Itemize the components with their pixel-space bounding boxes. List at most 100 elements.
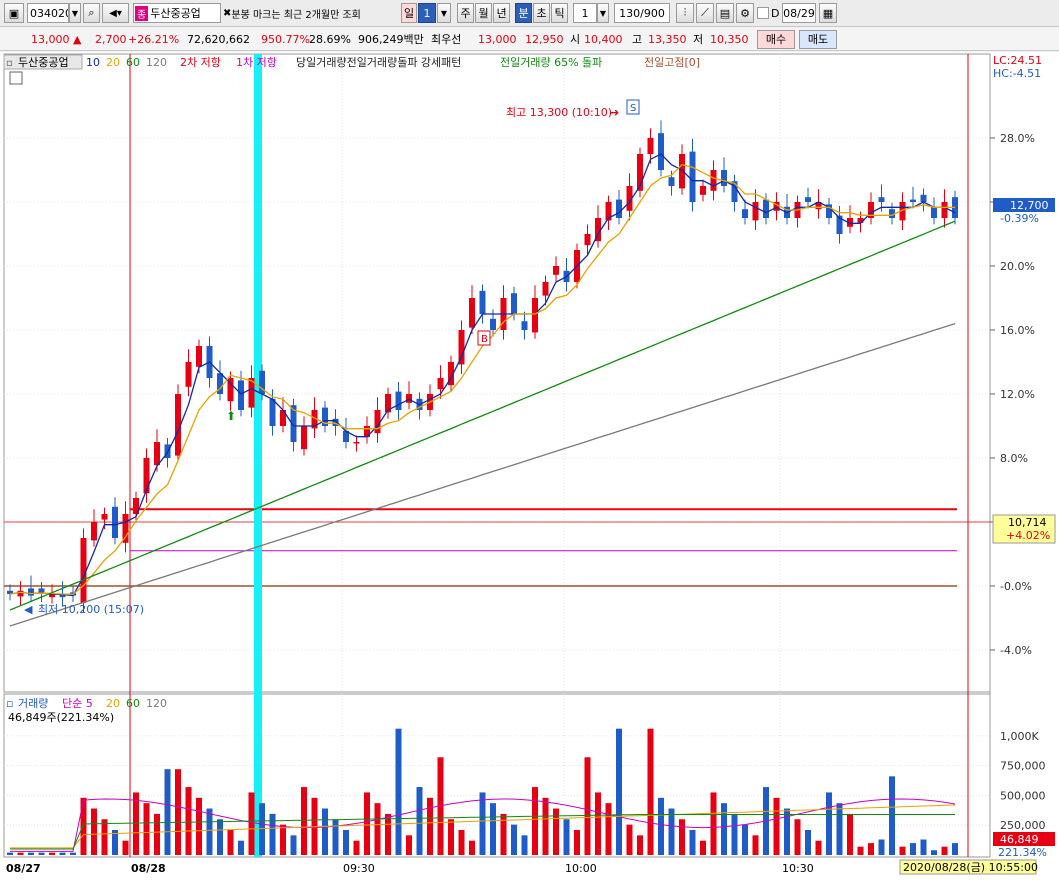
volume-bar bbox=[196, 797, 202, 855]
candle-body bbox=[584, 234, 591, 246]
candle-body bbox=[731, 181, 738, 202]
tab-tick[interactable]: 틱 bbox=[551, 3, 568, 23]
interval-input[interactable]: 1 bbox=[573, 3, 597, 23]
volume-ma60: 60 bbox=[126, 697, 140, 710]
candle-body bbox=[28, 588, 34, 596]
volume-bar bbox=[301, 787, 307, 855]
volume-ma20: 20 bbox=[106, 697, 120, 710]
volume-bar bbox=[332, 819, 339, 855]
candle-body bbox=[248, 378, 255, 408]
candle-body bbox=[49, 594, 55, 598]
candle-body bbox=[437, 378, 444, 390]
candle-body bbox=[7, 590, 13, 594]
volume-bar bbox=[689, 829, 696, 855]
candle-body bbox=[38, 588, 45, 593]
date-input[interactable]: 08/29 bbox=[782, 3, 816, 23]
draw-tool-icon[interactable]: ⟋ bbox=[696, 3, 714, 23]
candle-body bbox=[259, 370, 265, 394]
volume-tick-label: 250,000 bbox=[1000, 819, 1046, 832]
grid-toggle-icon[interactable] bbox=[9, 71, 23, 85]
sell-button[interactable]: 매도 bbox=[799, 30, 837, 49]
volume-bar bbox=[920, 839, 927, 855]
volume-bar bbox=[80, 797, 87, 855]
tab-week[interactable]: 주 bbox=[457, 3, 474, 23]
volume-bar bbox=[112, 829, 118, 855]
legend-resistance-1: 1차 저항 bbox=[236, 56, 277, 69]
volume-bar bbox=[490, 803, 496, 855]
calendar-icon[interactable]: ▦ bbox=[819, 3, 837, 23]
volume-bar bbox=[847, 813, 853, 855]
volume-bar bbox=[7, 852, 13, 855]
high-arrow-icon: ➜ bbox=[610, 106, 619, 119]
tab-minute[interactable]: 분 bbox=[515, 3, 532, 23]
volume-ma120: 120 bbox=[146, 697, 167, 710]
volume-bar bbox=[710, 792, 717, 855]
sell-signal-mark[interactable]: S bbox=[630, 103, 636, 114]
volume-bar bbox=[458, 829, 465, 855]
up-signal-arrow-icon: ⬆ bbox=[226, 409, 236, 423]
layout-icon[interactable]: ▣ bbox=[4, 3, 24, 23]
buy-signal-box[interactable] bbox=[477, 330, 491, 346]
candle-body bbox=[143, 458, 150, 494]
candle-body bbox=[542, 282, 549, 296]
volume-bar bbox=[469, 840, 475, 855]
low-label: 저 bbox=[693, 33, 704, 46]
price-chart-svg[interactable]: 28.0%24.0%20.0%16.0%12.0%8.0%4.0%-0.0%-4… bbox=[0, 52, 1059, 884]
volume-bar bbox=[637, 835, 643, 855]
candle-body bbox=[826, 204, 832, 218]
search-icon[interactable]: ⌕ bbox=[83, 3, 100, 23]
day-count-input[interactable]: 1 bbox=[418, 3, 436, 23]
chart-type-icon[interactable]: ⫶ bbox=[676, 3, 694, 23]
legend-pattern: 당일거래량전일거래량돌파 강세패턴 bbox=[296, 55, 461, 69]
tab-day[interactable]: 일 bbox=[401, 3, 417, 23]
settings-gear-icon[interactable]: ⚙ bbox=[736, 3, 754, 23]
candle-body bbox=[322, 407, 328, 426]
buy-signal-mark[interactable]: B bbox=[481, 334, 488, 345]
volume-bar bbox=[101, 819, 108, 855]
current-price: 13,000 ▲ bbox=[31, 33, 82, 46]
volume-bar bbox=[815, 840, 822, 855]
volume-ma20-line bbox=[10, 804, 956, 849]
tab-month[interactable]: 월 bbox=[475, 3, 492, 23]
tab-second[interactable]: 초 bbox=[533, 3, 550, 23]
notice-text: ✖ 분봉 마크는 최근 2개월만 조회 bbox=[223, 7, 361, 21]
chart-area[interactable]: 28.0%24.0%20.0%16.0%12.0%8.0%4.0%-0.0%-4… bbox=[0, 52, 1059, 884]
code-dropdown-icon[interactable]: ▼ bbox=[69, 3, 81, 23]
tab-year[interactable]: 년 bbox=[493, 3, 510, 23]
best-ask: 13,000 bbox=[478, 33, 517, 46]
candle-body bbox=[301, 426, 307, 450]
interval-dropdown-icon[interactable]: ▼ bbox=[597, 3, 609, 23]
buy-button[interactable]: 매수 bbox=[757, 30, 795, 49]
candle-body bbox=[616, 199, 622, 218]
volume-bar bbox=[742, 824, 748, 855]
volume-bar bbox=[542, 797, 549, 855]
legend-prev-volume: 전일거래량 65% 돌파 bbox=[500, 55, 602, 69]
sound-icon[interactable]: ◀▾ bbox=[102, 3, 129, 23]
x-label-1000: 10:00 bbox=[565, 862, 597, 875]
save-icon[interactable]: ▤ bbox=[716, 3, 734, 23]
volume-bar bbox=[91, 808, 97, 855]
volume-bar bbox=[910, 843, 916, 855]
candle-body bbox=[752, 202, 759, 221]
volume-bar bbox=[857, 846, 864, 855]
x-label-1030: 10:30 bbox=[782, 862, 814, 875]
candle-body bbox=[689, 151, 696, 202]
bar-count-field[interactable]: 130/900 bbox=[614, 3, 670, 23]
volume-bar bbox=[427, 797, 433, 855]
price-panel-frame bbox=[3, 53, 991, 693]
stock-code-input[interactable]: 034020 bbox=[27, 3, 69, 23]
volume-bar bbox=[385, 813, 391, 855]
volume-bar bbox=[605, 803, 612, 855]
volume-bar bbox=[322, 808, 328, 855]
stock-name-field[interactable]: 종 두산중공업 bbox=[133, 3, 221, 23]
x-label-0828: 08/28 bbox=[131, 862, 166, 875]
volume-bar bbox=[836, 803, 843, 855]
price-tick-label: 16.0% bbox=[1000, 324, 1035, 337]
change-percent: +26.21% bbox=[128, 33, 180, 46]
date-checkbox[interactable] bbox=[757, 7, 769, 19]
open-price: 10,400 bbox=[584, 33, 623, 46]
day-count-dropdown-icon[interactable]: ▼ bbox=[437, 3, 451, 23]
volume-bar bbox=[941, 846, 948, 855]
volume-ma-label: 단순 5 bbox=[62, 697, 93, 710]
sell-signal-box[interactable] bbox=[626, 99, 640, 115]
